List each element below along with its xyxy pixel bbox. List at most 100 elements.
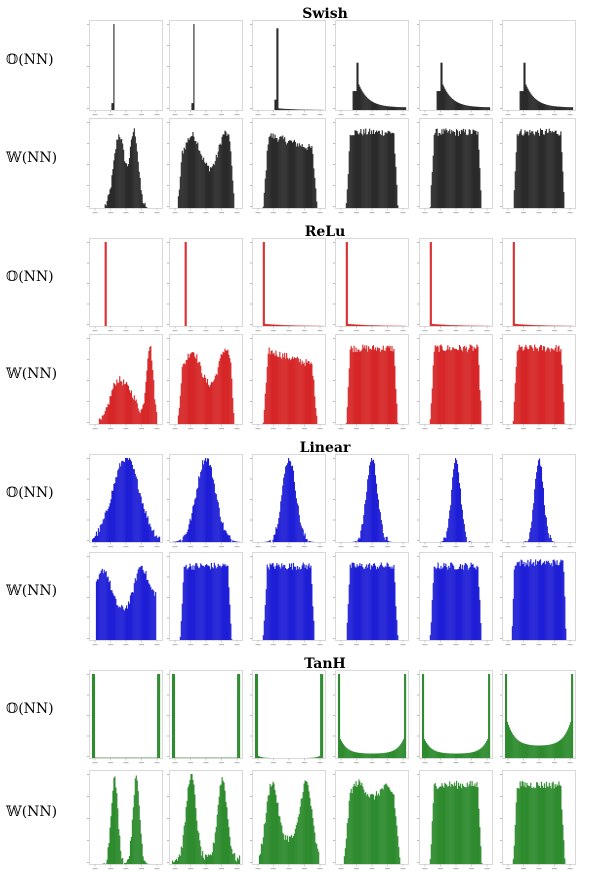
histogram-bar (564, 107, 566, 110)
tick-label (333, 206, 335, 207)
histogram-bar (129, 595, 132, 640)
histogram-bar (280, 822, 282, 864)
histogram-bar (434, 783, 436, 864)
histogram-bar (107, 403, 109, 424)
tick-label (484, 868, 490, 870)
histogram-bar (566, 107, 568, 110)
histogram-bar (558, 106, 560, 110)
histogram-bar (572, 674, 574, 758)
histogram-bar (155, 536, 157, 542)
histogram-bar (128, 390, 131, 424)
histogram-bar (371, 565, 373, 640)
histogram-bar (429, 242, 431, 326)
tick-label (188, 644, 193, 646)
tick-label (87, 380, 89, 381)
tick-label (250, 380, 252, 381)
histogram-bar (128, 458, 131, 542)
histogram-bar (457, 472, 460, 542)
histogram-bar (534, 745, 536, 758)
histogram-bar (348, 800, 350, 864)
histogram-bar (526, 564, 528, 640)
histogram-bar (115, 787, 117, 864)
histogram-bar (265, 813, 267, 864)
histogram-bar (190, 353, 192, 424)
histogram-bar (273, 566, 275, 640)
histogram-bar (202, 159, 204, 208)
histogram-bar (198, 832, 200, 864)
histogram-bar (355, 130, 357, 208)
histogram-bar (474, 348, 476, 424)
histogram-bar (551, 540, 553, 542)
histogram-bar (346, 189, 348, 208)
histogram-bar (463, 753, 465, 758)
histogram-bar (378, 325, 380, 326)
histogram-bar (199, 477, 201, 542)
histogram-bar (274, 355, 276, 424)
histogram-bar (388, 541, 390, 542)
histogram-bar (268, 569, 270, 640)
histogram-bar (439, 345, 441, 424)
tick-label (255, 428, 261, 430)
histogram-bar (385, 783, 387, 864)
histogram-panel (500, 670, 576, 764)
histogram-bar (528, 324, 530, 326)
tick-label (500, 359, 502, 360)
histogram-bar (157, 538, 159, 542)
histogram-bar (268, 794, 270, 864)
histogram-bar (444, 324, 446, 326)
histogram-bar (513, 242, 515, 326)
histogram-bar (233, 413, 235, 424)
histogram-bar (442, 84, 444, 110)
histogram-bar (204, 374, 206, 424)
histogram-bar (538, 745, 540, 758)
tick-label (521, 212, 526, 214)
histogram-bar (461, 509, 463, 542)
tick-label (250, 796, 252, 797)
histogram-bar (293, 566, 295, 640)
histogram-bar (381, 753, 383, 758)
histogram-bar (540, 325, 543, 326)
histogram-bar (351, 348, 353, 424)
histogram-bar (196, 489, 198, 542)
histogram-bar (107, 847, 109, 864)
histogram-bar (559, 562, 561, 640)
histogram-bar (464, 787, 466, 864)
histogram-bar (534, 344, 536, 424)
histogram-bar (95, 581, 98, 640)
histogram-bar (176, 860, 178, 864)
histogram-bar (270, 786, 272, 864)
histogram-bar (136, 573, 138, 640)
histogram-bar (175, 858, 178, 864)
histogram-bar (183, 825, 185, 864)
histogram-bar (182, 153, 184, 208)
histogram-bar (138, 493, 140, 542)
histogram-bar (357, 349, 359, 424)
histogram-bar (557, 106, 559, 110)
histogram-bar (429, 635, 431, 640)
tick-label (422, 212, 428, 214)
tick-label (203, 762, 209, 764)
histogram-bar (268, 540, 270, 542)
tick-label (500, 756, 502, 757)
histogram-bar (347, 323, 349, 326)
histogram-bar (465, 134, 467, 208)
histogram-bar (264, 323, 266, 326)
histogram-bar (543, 745, 545, 758)
histogram-bar (125, 162, 127, 208)
histogram-bar (394, 106, 396, 110)
histogram-bar (202, 851, 204, 864)
histogram-bar (310, 362, 312, 424)
histogram-bar (367, 753, 369, 758)
histogram-bar (446, 567, 448, 640)
histogram-bar (105, 205, 107, 208)
tick-label (438, 330, 443, 332)
histogram-bar (467, 752, 469, 758)
panel-frame (169, 670, 243, 759)
histogram-bar (358, 84, 360, 110)
panel-frame (252, 20, 326, 111)
tick-label (255, 114, 261, 116)
histogram-bar (134, 778, 136, 864)
tick-label (154, 868, 160, 870)
histogram-bar (140, 409, 142, 424)
histogram-bar (105, 242, 107, 326)
